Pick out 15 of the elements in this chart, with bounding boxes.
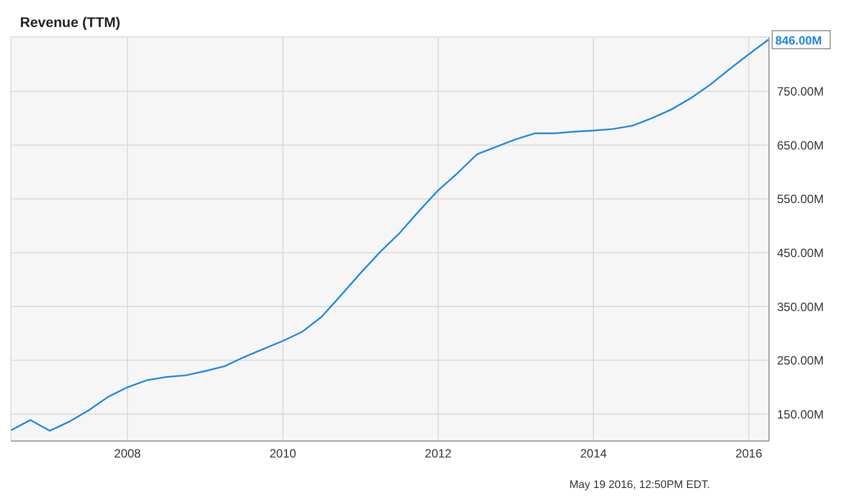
y-tick-label: 750.00M	[777, 84, 824, 99]
x-tick-label: 2010	[269, 446, 296, 461]
x-tick-label: 2012	[424, 446, 452, 461]
y-tick-label: 250.00M	[777, 354, 824, 368]
y-tick-label: 450.00M	[777, 246, 824, 260]
x-tick-label: 2014	[580, 446, 608, 461]
text: May 19 2016, 12:50PM EDT.	[569, 479, 710, 491]
y-tick-label: 350.00M	[777, 300, 824, 314]
y-tick-label: 150.00M	[777, 407, 824, 422]
y-tick-label: 550.00M	[777, 192, 824, 206]
x-tick-label: 2008	[114, 446, 142, 461]
chart-title: Revenue (TTM)	[20, 14, 120, 30]
y-tick-label: 650.00M	[777, 138, 824, 152]
annotation: 846.00M	[775, 34, 822, 48]
x-tick-label: 2016	[735, 446, 762, 461]
